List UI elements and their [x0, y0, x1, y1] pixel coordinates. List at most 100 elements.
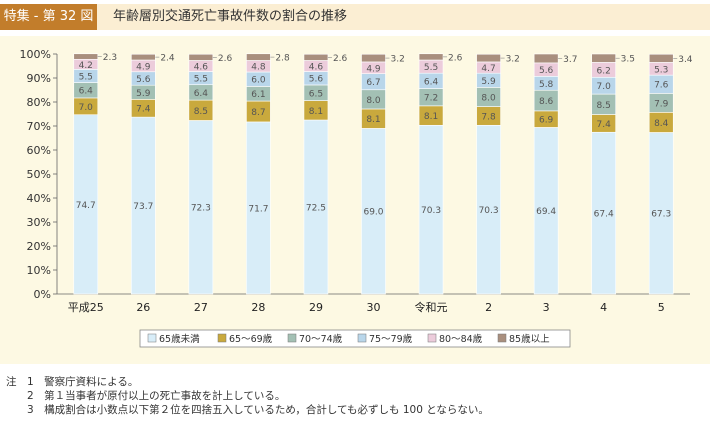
bar-segment: [591, 53, 616, 63]
data-label: 8.0: [366, 96, 381, 106]
data-label: 5.9: [136, 89, 151, 99]
y-tick-label: 20%: [27, 240, 51, 253]
legend-label: 85歳以上: [509, 333, 550, 345]
data-label: 7.0: [597, 82, 612, 92]
data-label: 2.6: [333, 54, 348, 64]
data-label: 5.9: [481, 77, 496, 87]
legend-swatch: [147, 333, 157, 343]
data-label: 7.0: [79, 103, 94, 113]
data-label: 4.9: [366, 64, 381, 74]
y-tick-label: 50%: [27, 168, 51, 181]
data-label: 2.4: [160, 54, 175, 64]
data-label: 4.7: [481, 64, 495, 74]
data-label: 73.7: [133, 202, 153, 212]
data-label: 5.5: [194, 75, 208, 85]
data-label: 4.2: [79, 61, 93, 71]
data-label: 6.5: [309, 89, 323, 99]
legend-swatch: [497, 333, 507, 343]
figure-number: 特集 - 第 32 図: [0, 4, 97, 30]
data-label: 3.4: [678, 55, 693, 65]
bar-segment: [303, 119, 329, 295]
note-1: 注 1 警察庁資料による。: [6, 376, 139, 388]
stacked-bar-chart: 0% 10% 20% 30% 40% 50% 60% 70% 80% 90% 100% 74.7 7.0…: [20, 48, 693, 348]
data-label: 67.4: [594, 210, 614, 220]
y-tick-label: 70%: [27, 120, 51, 133]
legend-box: [139, 329, 571, 348]
x-tick-label: 平成25: [68, 301, 104, 314]
data-label: 8.0: [481, 93, 496, 103]
legend-label: 65歳未満: [159, 333, 200, 345]
data-label: 8.7: [251, 108, 265, 118]
data-label: 2.3: [103, 53, 117, 63]
legend-swatch: [427, 333, 437, 343]
data-label: 5.6: [309, 75, 324, 85]
data-label: 8.1: [366, 115, 380, 125]
legend-swatch: [287, 333, 297, 343]
data-label: 71.7: [248, 204, 268, 214]
bar-segment: [591, 131, 616, 295]
x-tick-label: 27: [194, 301, 208, 314]
data-label: 3.2: [506, 55, 520, 65]
data-label: 6.0: [251, 76, 266, 86]
data-label: 5.8: [539, 80, 554, 90]
data-label: 2.8: [275, 54, 290, 64]
data-label: 5.6: [136, 75, 151, 85]
data-label: 7.8: [481, 112, 496, 122]
y-tick-label: 100%: [20, 48, 51, 61]
legend-swatch: [357, 333, 367, 343]
bar-segment: [476, 53, 501, 63]
x-tick-label: 26: [136, 301, 150, 314]
legend-label: 70～74歳: [299, 333, 343, 345]
y-tick-label: 40%: [27, 192, 51, 205]
data-label: 6.9: [539, 116, 554, 126]
data-label: 2.6: [448, 53, 463, 63]
data-label: 8.1: [424, 112, 438, 122]
bar-segment: [73, 53, 99, 60]
note-2: 2 第１当事者が原付以上の死亡事故を計上している。: [6, 390, 286, 402]
data-label: 8.6: [539, 97, 554, 107]
data-label: 2.6: [218, 54, 233, 64]
x-tick-label: 28: [251, 301, 265, 314]
bar-segment: [246, 121, 271, 295]
figure-title: 年齢層別交通死亡事故件数の割合の推移: [113, 9, 348, 24]
x-tick-label: 29: [309, 301, 323, 314]
bar-segment: [533, 53, 559, 64]
data-label: 5.6: [539, 66, 554, 76]
bar-segment: [131, 116, 156, 295]
data-label: 69.0: [363, 208, 383, 218]
legend-label: 80～84歳: [439, 333, 483, 345]
data-label: 6.4: [424, 77, 439, 87]
data-label: 5.3: [654, 65, 668, 75]
data-label: 8.5: [597, 101, 611, 111]
y-tick-label: 80%: [27, 96, 51, 109]
bar-segment: [188, 53, 214, 61]
legend-label: 75～79歳: [369, 333, 413, 345]
data-label: 7.6: [654, 81, 669, 91]
data-label: 6.2: [597, 66, 611, 76]
data-label: 4.8: [251, 63, 266, 73]
y-tick-label: 10%: [27, 264, 51, 277]
bar-segment: [361, 128, 386, 295]
note-3: 3 構成割合は小数点以下第２位を四捨五入しているため，合計しても必ずしも 100…: [6, 404, 489, 416]
data-label: 3.2: [391, 55, 405, 65]
data-label: 5.5: [424, 63, 438, 73]
bar-segment: [303, 53, 329, 61]
bar-segment: [361, 53, 386, 63]
data-label: 69.4: [536, 207, 556, 217]
bar-segment: [648, 132, 674, 295]
notes: 注 1 警察庁資料による。 2 第１当事者が原付以上の死亡事故を計上している。 …: [6, 375, 489, 417]
data-label: 7.2: [424, 94, 438, 104]
data-label: 3.7: [563, 55, 577, 65]
data-label: 7.4: [136, 105, 151, 115]
data-label: 4.9: [136, 62, 151, 72]
bar-segment: [418, 124, 444, 295]
x-tick-label: 5: [658, 301, 665, 314]
x-tick-label: 30: [367, 301, 381, 314]
data-label: 8.1: [309, 107, 323, 117]
y-tick-label: 90%: [27, 72, 51, 85]
y-tick-label: 0%: [34, 288, 51, 301]
bar-segment: [246, 53, 271, 61]
data-label: 4.6: [194, 63, 209, 73]
x-tick-label: 3: [543, 301, 550, 314]
legend-label: 65～69歳: [229, 333, 273, 345]
